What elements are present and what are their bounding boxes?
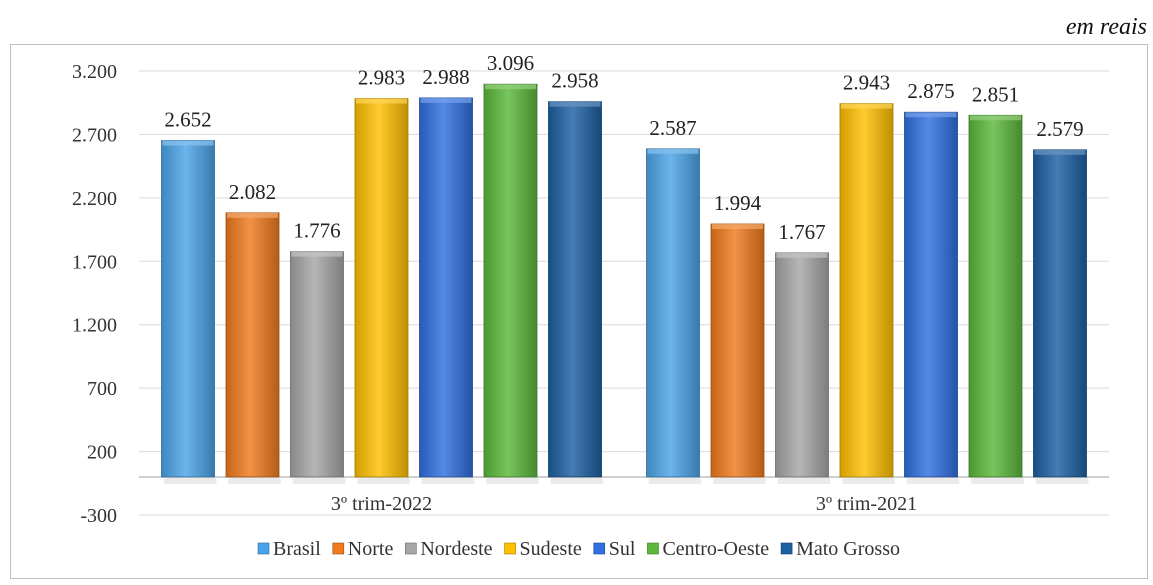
data-label: 1.994 (714, 191, 762, 215)
bar-shadow (550, 477, 604, 484)
legend-label: Mato Grosso (796, 538, 900, 560)
bar-mato-grosso-0 (548, 101, 602, 478)
bar-bevel (162, 140, 214, 146)
bar-norte-1 (710, 223, 765, 478)
bar-bevel (291, 251, 343, 257)
bar-brasil-0 (161, 140, 215, 478)
bar-bevel (970, 115, 1021, 121)
bar-brasil-1 (646, 148, 700, 478)
bar-centro-oeste-0 (483, 83, 538, 478)
bar-shadow (292, 477, 346, 484)
bar-bevel (549, 101, 601, 107)
y-tick-label: 1.700 (72, 251, 117, 273)
data-label: 2.579 (1036, 117, 1083, 141)
bar-bevel (905, 112, 957, 118)
legend-label: Nordeste (420, 538, 492, 560)
bar-centro-oeste-1 (968, 114, 1023, 478)
legend-label: Sul (609, 538, 636, 560)
bars (161, 83, 1089, 484)
bar-nordeste-0 (290, 251, 344, 478)
y-axis: -300 200 700 1.200 1.700 2.200 2.700 3.200 (72, 61, 117, 527)
bar-sudeste-1 (839, 103, 894, 478)
y-tick-label: -300 (80, 505, 117, 527)
legend-swatch (593, 542, 606, 555)
bar-shadow (163, 477, 217, 484)
bar-bevel (1034, 149, 1086, 155)
bar-sul-1 (904, 111, 958, 478)
legend-swatch (504, 542, 516, 555)
unit-note: em reais (1065, 14, 1147, 40)
legend-label: Norte (348, 538, 394, 560)
y-tick-label: 2.700 (72, 124, 117, 146)
chart-frame: -300 200 700 1.200 1.700 2.200 2.700 3.200 2.65… (10, 44, 1148, 579)
y-tick-label: 2.200 (72, 188, 117, 210)
data-label: 2.082 (229, 180, 276, 204)
legend-label: Brasil (273, 538, 321, 560)
bar-mato-grosso-1 (1033, 149, 1087, 478)
bar-bevel (841, 103, 892, 109)
category-label: 3º trim-2022 (331, 493, 432, 515)
data-label: 2.875 (907, 79, 954, 103)
legend-label: Centro-Oeste (662, 538, 769, 560)
data-label: 1.776 (293, 219, 340, 243)
bar-shadow (228, 477, 281, 484)
data-label: 2.851 (972, 82, 1019, 106)
legend-label: Sudeste (520, 538, 582, 560)
data-label: 2.988 (422, 65, 469, 89)
legend-swatch (405, 542, 417, 555)
legend: Brasil Norte Nordeste Sudeste Sul Centro-Oest… (257, 538, 900, 560)
bar-shadow (421, 477, 475, 484)
data-label: 2.943 (843, 71, 890, 95)
y-tick-label: 700 (87, 378, 117, 400)
bar-shadow (648, 477, 702, 484)
bar-nordeste-1 (775, 252, 829, 478)
legend-swatch (332, 542, 345, 555)
bar-shadow (777, 477, 831, 484)
bar-bevel (776, 252, 828, 258)
bar-shadow (486, 477, 539, 484)
legend-swatch (780, 542, 793, 555)
data-label: 3.096 (487, 51, 534, 75)
bar-bevel (356, 98, 407, 104)
bar-bevel (647, 148, 699, 154)
data-label: 2.983 (358, 66, 405, 90)
data-labels: 2.652 2.082 1.776 2.983 2.988 3.096 2.958 2.587… (164, 51, 1083, 244)
y-tick-label: 200 (87, 442, 117, 464)
data-label: 2.652 (164, 108, 211, 132)
legend-swatch (647, 542, 659, 555)
bar-bevel (712, 223, 763, 229)
y-tick-label: 1.200 (72, 315, 117, 337)
gridlines (139, 70, 1109, 516)
data-label: 1.767 (778, 220, 825, 244)
bar-chart: -300 200 700 1.200 1.700 2.200 2.700 3.200 2.65… (72, 51, 1109, 560)
bar-sul-0 (419, 97, 473, 478)
y-tick-label: 3.200 (72, 61, 117, 83)
bar-shadow (357, 477, 410, 484)
bar-shadow (842, 477, 895, 484)
bar-bevel (420, 97, 472, 103)
bar-sudeste-0 (354, 98, 409, 478)
data-label: 2.587 (649, 116, 696, 140)
bar-shadow (1035, 477, 1089, 484)
bar-bevel (227, 212, 278, 218)
category-label: 3º trim-2021 (816, 493, 917, 515)
bar-shadow (906, 477, 960, 484)
bar-norte-0 (225, 212, 280, 478)
legend-swatch (257, 542, 270, 555)
data-label: 2.958 (551, 69, 598, 93)
bar-bevel (485, 84, 536, 90)
x-axis: 3º trim-2022 3º trim-2021 (331, 493, 917, 515)
bar-shadow (971, 477, 1024, 484)
bar-shadow (713, 477, 766, 484)
